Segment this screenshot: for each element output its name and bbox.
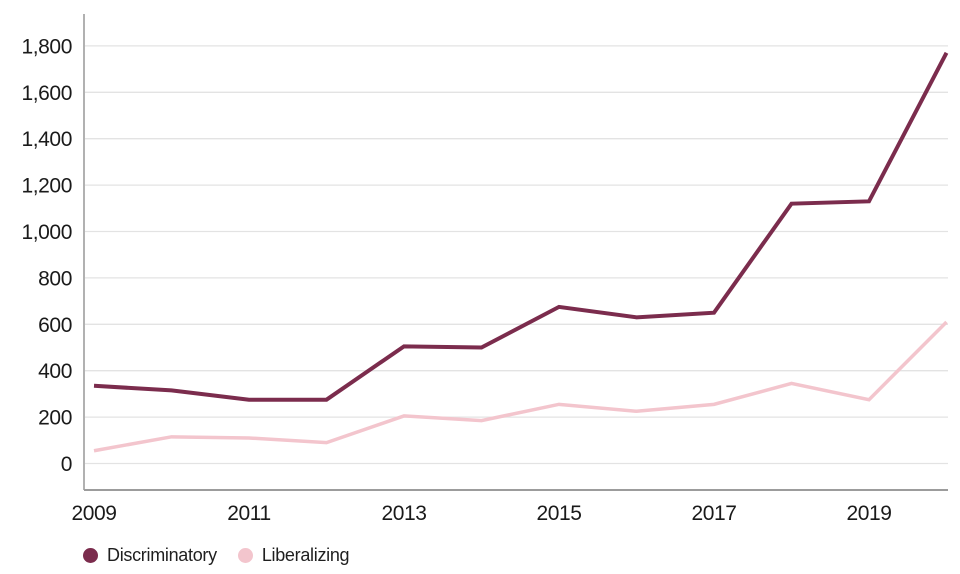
x-tick-label: 2009 [71,502,116,525]
series-line-discriminatory [93,51,949,402]
y-tick-label: 1,800 [21,35,72,58]
y-tick-label: 400 [38,360,72,383]
y-tick-label: 200 [38,407,72,430]
y-tick-label: 800 [38,267,72,290]
legend-item-discriminatory: Discriminatory [83,545,217,566]
y-tick-label: 1,000 [21,221,72,244]
x-tick-label: 2011 [227,502,271,525]
x-tick-label: 2019 [846,502,891,525]
legend-item-liberalizing: Liberalizing [237,545,350,566]
legend-dot-icon [237,548,253,563]
y-tick-label: 1,400 [21,128,72,151]
x-tick-label: 2015 [536,502,581,525]
y-tick-label: 1,200 [21,175,72,198]
legend-dot-icon [83,548,98,563]
x-tick-label: 2013 [381,502,426,525]
y-tick-label: 0 [61,453,72,476]
x-tick-label: 2017 [691,502,736,525]
legend-label: Liberalizing [261,545,350,565]
legend-label: Discriminatory [107,545,217,565]
chart-legend: Discriminatory Liberalizing [83,545,350,566]
series-line-liberalizing [93,320,948,453]
y-tick-label: 600 [38,314,72,337]
y-tick-label: 1,600 [21,82,72,105]
